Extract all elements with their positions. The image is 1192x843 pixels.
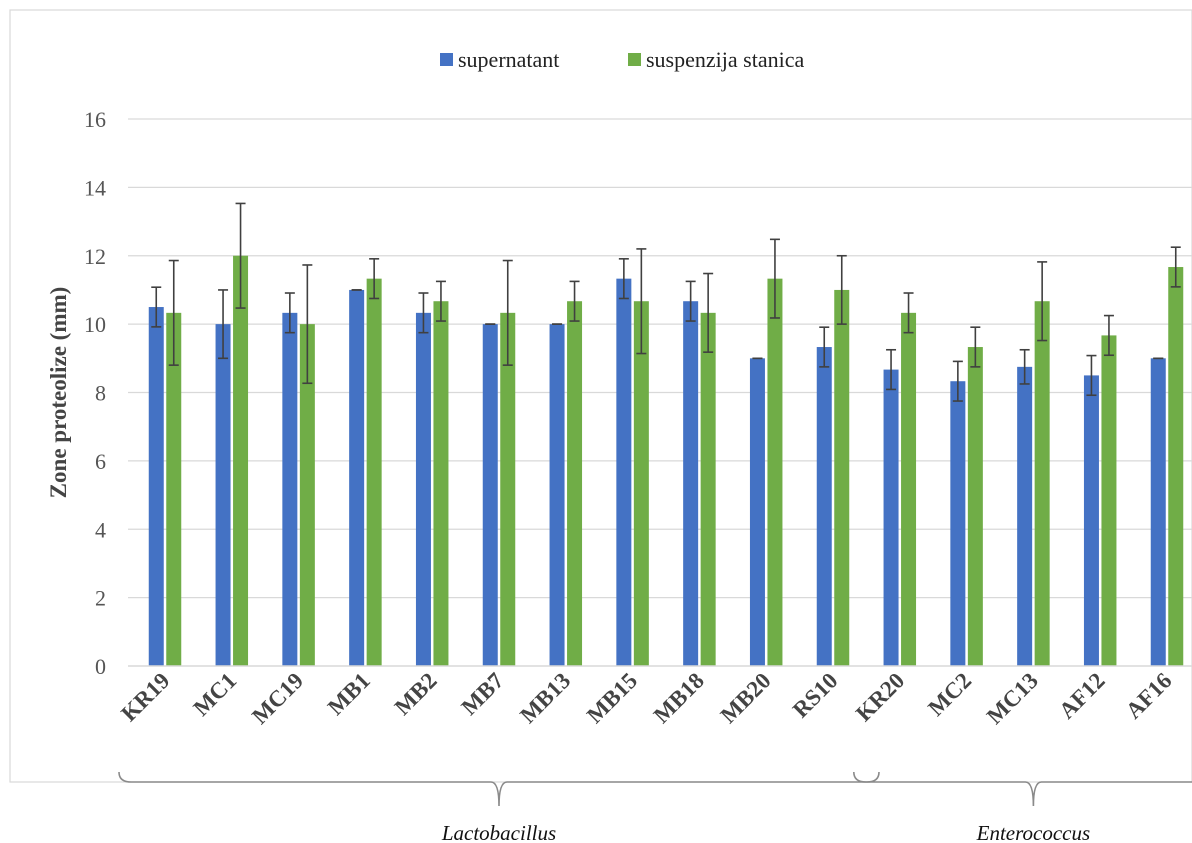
bar-suspenzija-MB2 (433, 301, 449, 666)
error-bar-suspenzija-MC2 (970, 326, 981, 368)
error-bar-suspenzija-MC19 (302, 264, 313, 385)
bar-suspenzija-MC1 (233, 255, 249, 666)
y-axis-label: Zone proteolize (mm) (46, 287, 71, 499)
legend-swatch-supernatant (440, 53, 453, 66)
y-tick-label: 0 (95, 654, 106, 679)
group-bracket (853, 771, 1192, 807)
bar-supernatant-RS10 (816, 347, 832, 666)
error-bar-suspenzija-RS10 (836, 254, 847, 325)
bar-suspenzija-MC2 (967, 347, 983, 666)
bar-supernatant-MB18 (683, 301, 699, 666)
bar-suspenzija-KR20 (901, 312, 917, 666)
error-bar-supernatant-MB2 (418, 292, 429, 334)
bar-suspenzija-MB15 (633, 301, 649, 666)
bar-supernatant-MC1 (215, 324, 231, 666)
error-bar-suspenzija-AF12 (1103, 314, 1114, 357)
error-bar-suspenzija-MB18 (703, 272, 714, 353)
y-tick-label: 16 (84, 107, 106, 132)
bar-supernatant-KR19 (148, 307, 164, 666)
error-bar-suspenzija-MB7 (502, 259, 513, 366)
bar-supernatant-MB2 (415, 312, 431, 666)
y-tick-label: 2 (95, 586, 106, 611)
error-bar-supernatant-RS10 (819, 326, 830, 368)
error-bar-suspenzija-AF16 (1170, 246, 1181, 288)
y-tick-label: 4 (95, 517, 106, 542)
chart-frame (9, 9, 1192, 783)
error-bar-supernatant-KR19 (151, 286, 162, 328)
bar-supernatant-MB13 (549, 324, 565, 666)
error-bar-suspenzija-KR20 (903, 292, 914, 334)
y-tick-label: 14 (84, 175, 106, 200)
error-bar-supernatant-MB18 (685, 280, 696, 322)
error-bar-suspenzija-MC13 (1037, 261, 1048, 342)
error-bar-supernatant-MB15 (618, 258, 629, 300)
error-bars (151, 202, 1181, 402)
bar-suspenzija-KR19 (166, 312, 182, 666)
bar-suspenzija-MC13 (1034, 301, 1050, 666)
bar-supernatant-KR20 (883, 369, 899, 666)
bar-suspenzija-AF16 (1168, 267, 1184, 666)
y-tick-label: 10 (84, 312, 106, 337)
bar-supernatant-MC2 (950, 381, 966, 666)
error-bar-supernatant-MC1 (218, 289, 229, 360)
bar-suspenzija-MB7 (500, 312, 516, 666)
y-tick-label: 6 (95, 449, 106, 474)
legend-swatch-suspenzija (628, 53, 641, 66)
bar-suspenzija-MB18 (700, 312, 716, 666)
bar-supernatant-AF12 (1083, 375, 1099, 666)
bar-supernatant-MC13 (1017, 366, 1033, 666)
y-tick-label: 8 (95, 381, 106, 406)
bar-suspenzija-MC19 (299, 324, 315, 666)
error-bar-supernatant-MC19 (284, 292, 295, 334)
group-brackets: Lactobacillus Enterococcus (118, 771, 1192, 843)
y-tick-label: 12 (84, 244, 106, 269)
bar-supernatant-MC19 (282, 312, 298, 666)
bar-supernatant-MB15 (616, 278, 632, 666)
error-bar-suspenzija-KR19 (168, 259, 179, 366)
bar-supernatant-AF16 (1150, 358, 1166, 666)
legend-label: suspenzija stanica (646, 47, 804, 72)
bar-suspenzija-MB13 (567, 301, 583, 666)
error-bar-suspenzija-MB15 (636, 248, 647, 355)
bar-suspenzija-RS10 (834, 289, 850, 666)
group-label-lactobacillus: Lactobacillus (441, 821, 556, 843)
error-bar-suspenzija-MB2 (435, 280, 446, 322)
error-bar-suspenzija-MB20 (769, 238, 780, 319)
bar-suspenzija-AF12 (1101, 335, 1117, 666)
bar-supernatant-MB1 (349, 289, 365, 666)
bar-suspenzija-MB20 (767, 278, 783, 666)
bar-supernatant-MB20 (749, 358, 765, 666)
error-bar-supernatant-AF12 (1086, 354, 1097, 397)
error-bar-supernatant-MC2 (952, 360, 963, 402)
bar-supernatant-MB7 (482, 324, 498, 666)
legend: supernatant suspenzija stanica (440, 47, 804, 72)
error-bar-supernatant-MC13 (1019, 348, 1030, 385)
bar-suspenzija-MB1 (366, 278, 382, 666)
group-label-enterococcus: Enterococcus (976, 821, 1091, 843)
error-bar-supernatant-KR20 (886, 348, 897, 391)
bars (148, 255, 1184, 666)
error-bar-suspenzija-MB1 (369, 258, 380, 300)
error-bar-suspenzija-MC1 (235, 202, 246, 309)
y-axis-ticks: 0 2 4 6 8 10 12 14 16 (84, 107, 106, 679)
error-bar-suspenzija-MB13 (569, 280, 580, 322)
legend-label: supernatant (458, 47, 559, 72)
